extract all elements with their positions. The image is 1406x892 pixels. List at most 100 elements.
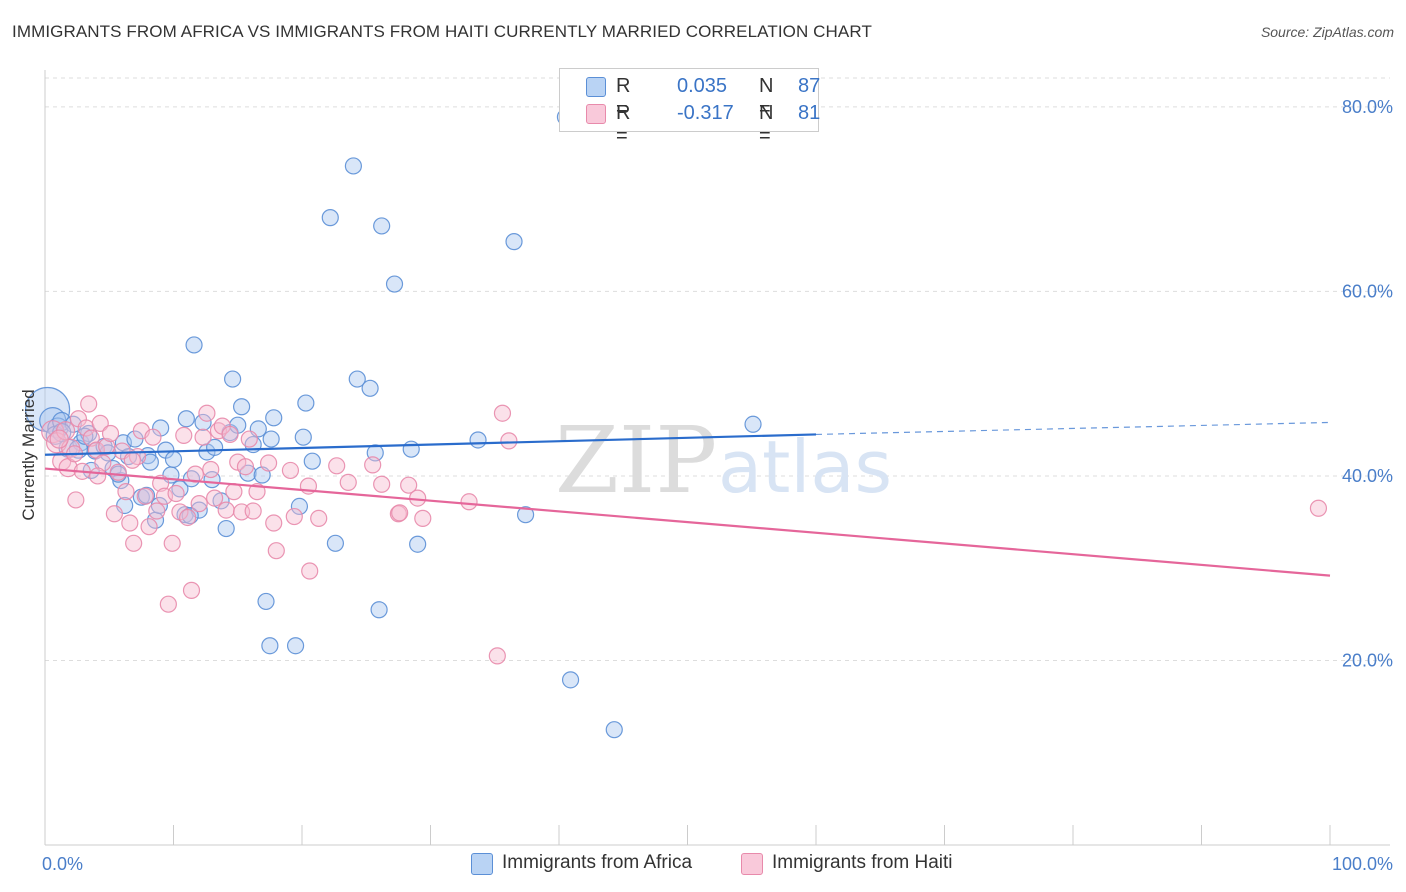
- haiti-point: [488, 647, 506, 665]
- africa-point: [321, 209, 339, 227]
- africa-point: [265, 409, 283, 427]
- bottom-legend-label-africa: Immigrants from Africa: [502, 852, 693, 873]
- africa-point: [348, 370, 366, 388]
- africa-point: [344, 157, 362, 175]
- watermark: ZIP atlas: [555, 407, 892, 514]
- africa-point: [561, 671, 580, 689]
- haiti-point: [190, 495, 208, 513]
- legend-n-value: 87: [798, 75, 821, 97]
- haiti-point: [179, 508, 197, 527]
- watermark-zip: ZIP: [555, 407, 717, 514]
- haiti-point: [175, 426, 193, 444]
- haiti-point: [89, 467, 107, 485]
- haiti-point: [121, 514, 139, 532]
- africa-point: [185, 336, 203, 354]
- haiti-point: [301, 562, 319, 580]
- africa-point: [385, 275, 404, 293]
- haiti-point: [310, 509, 328, 527]
- africa-point: [516, 506, 535, 524]
- haiti-point: [194, 428, 212, 446]
- haiti-point: [267, 542, 285, 560]
- haiti-point: [159, 595, 177, 613]
- africa-point: [257, 592, 275, 611]
- haiti-point: [91, 414, 109, 432]
- bottom-legend-swatch-haiti: [741, 853, 763, 875]
- africa-point: [402, 440, 420, 458]
- africa-point: [261, 637, 279, 655]
- haiti-point: [236, 458, 255, 476]
- haiti-point: [105, 505, 123, 523]
- haiti-point: [414, 509, 432, 527]
- legend-swatch-africa: [586, 77, 606, 97]
- haiti-point: [493, 404, 512, 422]
- africa-point: [505, 233, 523, 251]
- haiti-point: [101, 424, 120, 443]
- africa-point: [361, 379, 379, 397]
- haiti-point: [1309, 499, 1328, 517]
- africa-point: [233, 398, 251, 416]
- haiti-point: [217, 501, 235, 519]
- haiti-trend-line: [44, 467, 1331, 577]
- haiti-point: [364, 456, 382, 474]
- axes: [44, 70, 1390, 846]
- africa-point: [177, 410, 195, 428]
- africa-point: [181, 507, 199, 525]
- haiti-point: [281, 461, 300, 480]
- x-tick-labels: 0.0% 100.0%: [42, 854, 1393, 874]
- legend-r-label: R =: [616, 75, 631, 120]
- y-tick-label: 60.0%: [1342, 281, 1393, 301]
- legend-r-value: 0.035: [677, 75, 728, 97]
- africa-point: [164, 450, 183, 468]
- haiti-point: [265, 514, 283, 532]
- haiti-point: [221, 425, 239, 444]
- haiti-point: [123, 451, 141, 469]
- haiti-point: [240, 430, 258, 448]
- haiti-point: [140, 518, 158, 536]
- legend-r-label: R =: [616, 102, 631, 147]
- watermark-atlas: atlas: [718, 425, 892, 509]
- y-tick-label: 80.0%: [1342, 97, 1393, 117]
- haiti-point: [339, 473, 357, 492]
- legend-n-label: N =: [759, 75, 774, 120]
- trend-lines: [44, 421, 1331, 577]
- africa-point: [469, 431, 487, 449]
- haiti-point: [67, 491, 85, 509]
- africa-point: [370, 601, 388, 619]
- haiti-point: [98, 437, 116, 456]
- africa-point: [141, 453, 159, 471]
- haiti-point: [163, 534, 181, 552]
- africa-point: [373, 217, 391, 235]
- africa-point: [294, 428, 312, 446]
- haiti-point: [391, 504, 409, 522]
- chart-title: IMMIGRANTS FROM AFRICA VS IMMIGRANTS FRO…: [12, 22, 872, 41]
- africa-trend-line: [44, 433, 817, 456]
- haiti-point: [259, 454, 278, 472]
- haiti-point: [202, 460, 220, 479]
- haiti-point: [460, 493, 478, 511]
- haiti-point: [167, 484, 185, 503]
- haiti-point: [148, 502, 166, 520]
- y-tick-label: 20.0%: [1342, 650, 1393, 670]
- haiti-point: [109, 463, 127, 481]
- africa-point: [194, 413, 212, 432]
- x-tick-label: 0.0%: [42, 854, 83, 874]
- series-haiti-points: [41, 395, 1328, 665]
- y-tick-labels: 20.0% 40.0% 60.0% 80.0%: [1342, 97, 1393, 671]
- africa-point: [409, 535, 427, 553]
- haiti-point: [94, 454, 112, 472]
- africa-point: [290, 497, 309, 515]
- source-label: Source: ZipAtlas.com: [1260, 24, 1394, 40]
- haiti-point: [389, 505, 407, 523]
- haiti-point: [244, 502, 262, 520]
- africa-point: [297, 394, 315, 412]
- haiti-point: [182, 581, 201, 599]
- haiti-point: [206, 489, 224, 507]
- africa-point: [286, 637, 305, 655]
- haiti-point: [117, 483, 135, 501]
- haiti-point: [400, 476, 418, 494]
- haiti-point: [373, 475, 391, 493]
- stats-legend: R = 0.035 N = 87 R = -0.317 N = 81: [559, 68, 821, 147]
- africa-point: [303, 452, 321, 470]
- africa-point: [224, 370, 242, 388]
